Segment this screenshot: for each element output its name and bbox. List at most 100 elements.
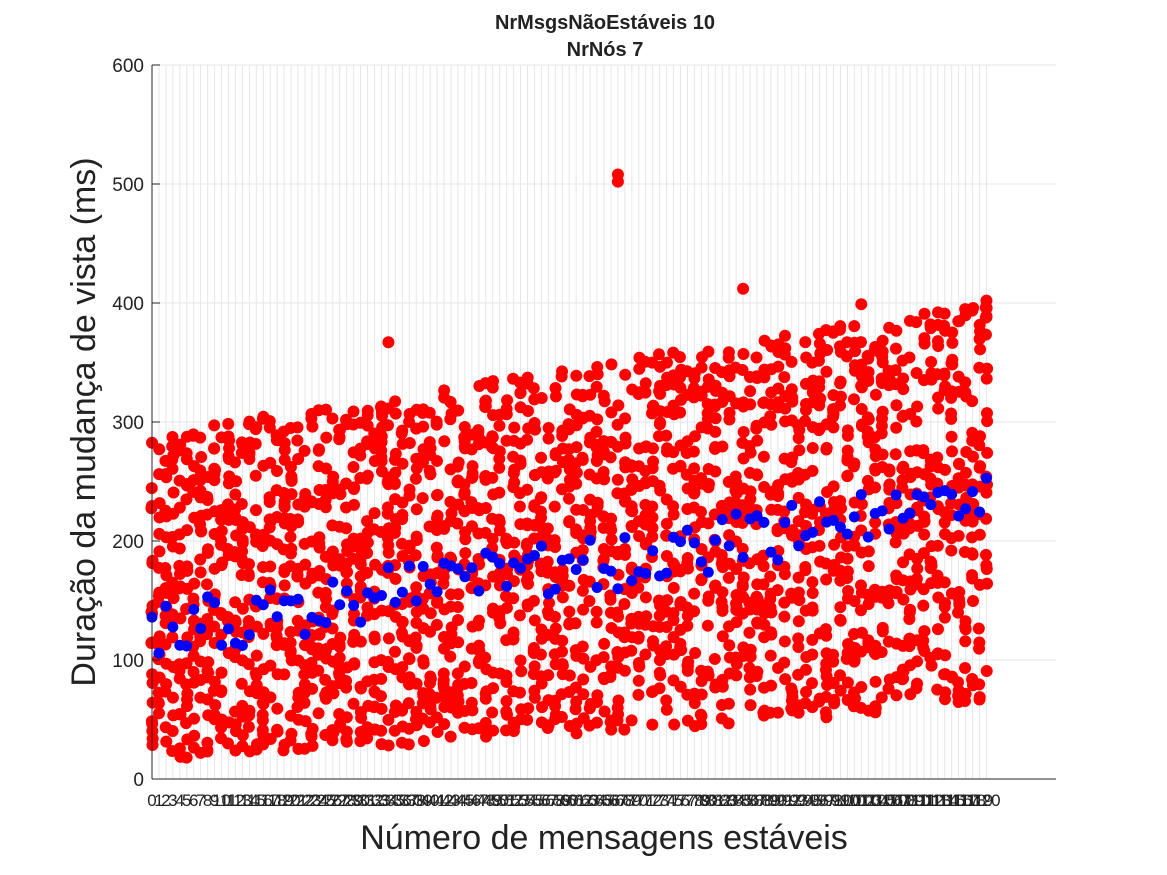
sample-point (834, 684, 847, 697)
sample-point (604, 520, 617, 533)
sample-point (875, 646, 888, 659)
sample-point (222, 430, 235, 443)
mean-point (980, 472, 992, 484)
mean-point (960, 503, 972, 515)
x-tick-label: 46 (462, 791, 481, 810)
y-tick-label: 200 (112, 532, 144, 553)
sample-point (208, 442, 221, 455)
sample-point (973, 693, 986, 706)
sample-point (765, 628, 778, 641)
sample-point (953, 458, 966, 471)
sample-point (548, 466, 561, 479)
x-tick-label: 94 (796, 791, 815, 810)
sample-point (326, 607, 339, 620)
x-tick-label: 100 (833, 791, 861, 810)
sample-point (520, 574, 533, 587)
sample-point (591, 413, 604, 426)
sample-point (841, 469, 854, 482)
mean-point (779, 517, 791, 529)
sample-point (779, 342, 792, 355)
sample-point (646, 521, 659, 534)
sample-point (730, 657, 743, 670)
sample-point (973, 528, 986, 541)
sample-point (619, 412, 632, 425)
x-tick-label: 92 (782, 791, 801, 810)
sample-point (911, 400, 924, 413)
sample-point (973, 461, 986, 474)
sample-point (695, 361, 708, 374)
sample-point (514, 387, 527, 400)
sample-point (326, 475, 339, 488)
sample-point (563, 579, 576, 592)
x-tick-label: 113 (924, 791, 951, 810)
sample-point (758, 371, 771, 384)
x-tick-label: 8 (203, 791, 212, 810)
sample-point (500, 601, 513, 614)
x-tick-label: 55 (525, 791, 544, 810)
x-tick-label: 43 (442, 791, 461, 810)
sample-point (354, 635, 367, 648)
x-tick-label: 101 (840, 791, 868, 810)
sample-point (320, 462, 333, 475)
sample-point (959, 695, 972, 708)
sample-point (242, 658, 255, 671)
sample-point (375, 702, 388, 715)
sample-point (312, 664, 325, 677)
sample-point (917, 444, 930, 457)
sample-point (674, 406, 687, 419)
sample-point (660, 517, 673, 530)
sample-point (452, 404, 465, 417)
sample-point (195, 451, 208, 464)
sample-point (806, 442, 819, 455)
sample-point (889, 448, 902, 461)
x-tick-label: 58 (546, 791, 565, 810)
sample-point (166, 453, 179, 466)
mean-point (348, 599, 360, 611)
mean-point (688, 537, 700, 549)
x-tick-label: 119 (966, 791, 993, 810)
mean-point (647, 545, 659, 557)
sample-point (751, 665, 764, 678)
sample-point (695, 505, 708, 518)
sample-point (487, 375, 500, 388)
sample-point (563, 605, 576, 618)
sample-point (736, 542, 749, 555)
sample-point (841, 676, 854, 689)
sample-point (521, 483, 534, 496)
sample-point (221, 737, 234, 750)
sample-point (834, 377, 847, 390)
sample-point (243, 704, 256, 717)
x-tick-label: 22 (296, 791, 315, 810)
sample-point (591, 361, 604, 374)
sample-point (201, 490, 214, 503)
sample-point (312, 707, 325, 720)
sample-point (347, 461, 360, 474)
sample-point (792, 632, 805, 645)
sample-point (744, 398, 757, 411)
mean-point (967, 486, 979, 498)
mean-point (417, 561, 429, 573)
sample-point (513, 686, 526, 699)
y-tick-labels: 0 100 200 300 400 500 600 (112, 56, 144, 791)
sample-point (167, 486, 180, 499)
sample-point (305, 656, 318, 669)
sample-point (256, 708, 269, 721)
sample-point (569, 617, 582, 630)
mean-point (528, 549, 540, 561)
sample-point (291, 568, 304, 581)
sample-point (813, 539, 826, 552)
sample-point (284, 530, 297, 543)
sample-point (911, 562, 924, 575)
sample-point (973, 636, 986, 649)
sample-point (646, 718, 659, 731)
x-tick-label: 19 (275, 791, 294, 810)
sample-point (493, 486, 506, 499)
sample-point (792, 432, 805, 445)
sample-point (632, 630, 645, 643)
mean-point (695, 556, 707, 568)
sample-point (313, 531, 326, 544)
sample-point (500, 695, 513, 708)
sample-point (918, 625, 931, 638)
sample-point (479, 651, 492, 664)
